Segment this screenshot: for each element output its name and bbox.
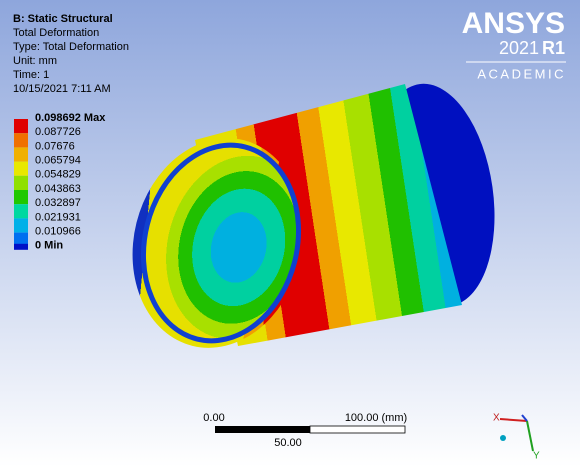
x-axis	[499, 418, 528, 422]
model	[132, 83, 495, 348]
legend-swatch	[14, 218, 28, 233]
legend-swatch	[14, 175, 28, 190]
scale-label: 50.00	[274, 437, 302, 449]
info-line: Type: Total Deformation	[13, 41, 129, 53]
triad-label: Y	[533, 451, 540, 462]
scale-segment	[309, 425, 406, 434]
legend-label: 0.07676	[35, 140, 75, 152]
opening	[140, 142, 302, 344]
legend-swatch	[14, 147, 28, 162]
scale-segment	[215, 426, 310, 433]
analysis-title: B: Static Structural	[13, 13, 113, 25]
legend-label: 0.021931	[35, 211, 81, 223]
legend-label: 0.065794	[35, 155, 81, 167]
info-line: Unit: mm	[13, 55, 57, 67]
legend-swatch	[14, 161, 28, 176]
y-axis	[526, 420, 534, 452]
iso-ball	[500, 435, 506, 441]
logo-edition: ACADEMIC	[477, 66, 566, 81]
legend-label: 0.032897	[35, 197, 81, 209]
legend-label: 0.098692 Max	[35, 112, 106, 124]
info-line: Total Deformation	[13, 27, 99, 39]
triad-label: X	[493, 413, 500, 424]
legend-swatch	[14, 243, 28, 250]
legend-swatch	[14, 204, 28, 219]
scale-bar: 0.00 100.00 (mm) 50.00	[203, 412, 407, 449]
legend-label: 0.043863	[35, 183, 81, 195]
logo-brand: ANSYS	[462, 7, 565, 40]
scale-label: 0.00	[203, 412, 224, 424]
legend: 0.098692 Max 0.087726 0.07676 0.065794 0.054…	[14, 112, 106, 252]
logo-year: 2021	[499, 38, 539, 58]
triad: X Y	[493, 413, 540, 462]
legend-swatch	[14, 133, 28, 148]
legend-label: 0.087726	[35, 126, 81, 138]
scale-label: 100.00 (mm)	[345, 412, 407, 424]
legend-label: 0.054829	[35, 169, 81, 181]
legend-swatch	[14, 190, 28, 205]
info-line: 10/15/2021 7:11 AM	[13, 83, 111, 95]
z-axis	[521, 414, 528, 422]
legend-label: 0 Min	[35, 240, 63, 252]
logo: ANSYS 2021 R1 ACADEMIC	[462, 7, 566, 81]
info-line: Time: 1	[13, 69, 49, 81]
legend-swatch	[14, 119, 28, 134]
header: B: Static Structural Total Deformation T…	[13, 13, 129, 95]
legend-swatch	[14, 232, 28, 247]
logo-release: R1	[542, 38, 565, 58]
legend-label: 0.010966	[35, 226, 81, 238]
